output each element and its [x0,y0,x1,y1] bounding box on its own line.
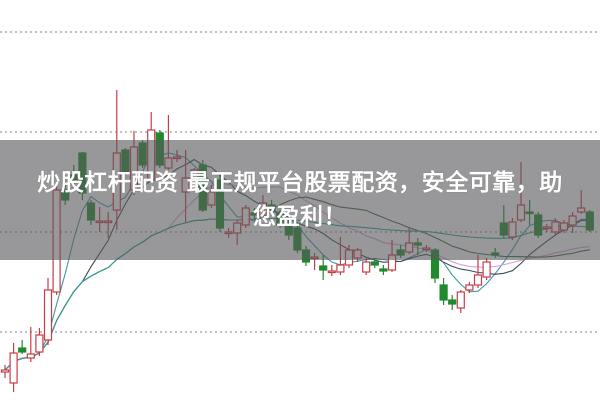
candle-body [18,347,27,353]
candle-body [379,268,388,272]
candle-body [362,261,371,273]
candle-body [465,284,474,291]
candle-body [370,261,379,266]
candle-body [482,261,491,278]
overlay-banner: 炒股杠杆配资 最正规平台股票配资，安全可靠，助 您盈利！ [0,140,600,260]
candle-body [448,299,457,305]
candle-body [327,270,336,274]
candle-body [319,265,328,271]
candle-body [9,352,18,384]
candle-body [0,369,10,373]
candle-body [35,334,44,353]
banner-line-1: 炒股杠杆配资 最正规平台股票配资，安全可靠，助 [37,170,563,196]
candle-body [43,289,53,341]
candle-body [456,291,465,309]
candle-body [336,264,345,273]
banner-line-2: 您盈利！ [253,204,347,230]
candle-body [473,274,483,286]
candle-body [26,353,35,359]
candle-body [439,284,448,301]
